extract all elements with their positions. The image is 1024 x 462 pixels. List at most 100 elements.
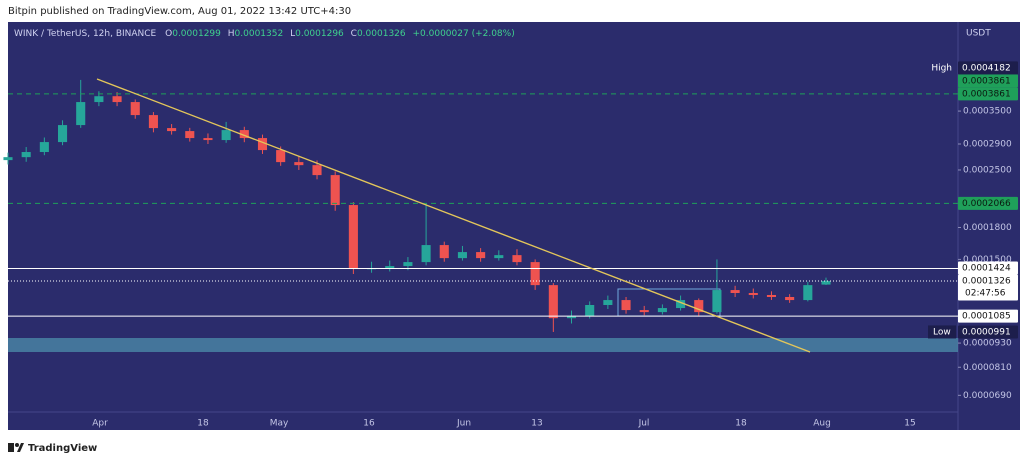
candle-body bbox=[76, 102, 86, 126]
candle-body bbox=[457, 252, 467, 259]
legend-value: 0.0001352 bbox=[235, 29, 284, 39]
candle-body bbox=[821, 280, 831, 285]
logo-dot bbox=[15, 443, 19, 447]
x-tick-label: Aug bbox=[813, 419, 831, 429]
marker-tag: Low bbox=[933, 327, 951, 337]
candle-body bbox=[585, 304, 595, 317]
y-tick-label: 0.0000690 bbox=[963, 391, 1012, 401]
candle-body bbox=[730, 290, 740, 293]
logo-bar bbox=[8, 443, 14, 452]
countdown-label: 02:47:56 bbox=[965, 288, 1006, 298]
candle-body bbox=[348, 205, 358, 269]
price-label: 0.0002066 bbox=[962, 199, 1011, 209]
legend-value: 0.0001326 bbox=[357, 29, 406, 39]
footer-brand: TradingView bbox=[28, 443, 97, 454]
support-zone bbox=[8, 338, 958, 352]
candle-body bbox=[512, 255, 522, 263]
publish-header: Bitpin published on TradingView.com, Aug… bbox=[8, 6, 351, 17]
candle-body bbox=[639, 310, 649, 313]
candle-body bbox=[39, 142, 49, 153]
candle-body bbox=[257, 138, 268, 151]
price-label-box bbox=[958, 274, 1018, 301]
candle-body bbox=[276, 150, 286, 163]
candle-body bbox=[566, 316, 577, 319]
candle-body bbox=[748, 292, 758, 295]
x-tick-label: Jun bbox=[456, 419, 471, 429]
candle-body bbox=[148, 115, 158, 129]
legend-symbol: WINK / TetherUS, 12h, BINANCE bbox=[14, 29, 157, 39]
candle-body bbox=[421, 245, 431, 263]
y-tick-label: 0.0002500 bbox=[963, 165, 1012, 175]
candle-body bbox=[94, 96, 104, 103]
legend-value: 0.0001296 bbox=[295, 29, 344, 39]
x-tick-label: 18 bbox=[735, 419, 747, 429]
tradingview-logo bbox=[8, 443, 24, 452]
x-tick-label: May bbox=[270, 419, 289, 429]
currency-label: USDT bbox=[966, 29, 991, 39]
legend-change: +0.0000027 (+2.08%) bbox=[413, 29, 515, 39]
candle-body bbox=[785, 297, 795, 301]
candle-body bbox=[494, 255, 504, 259]
candle-body bbox=[385, 266, 395, 269]
price-label: 0.0004182 bbox=[962, 63, 1011, 73]
y-tick-label: 0.0002900 bbox=[963, 139, 1012, 149]
chart-background bbox=[8, 22, 1020, 430]
y-tick-label: 0.0003500 bbox=[963, 107, 1012, 117]
price-label-box bbox=[958, 196, 1018, 210]
marker-tag: High bbox=[931, 63, 952, 73]
x-tick-label: Apr bbox=[92, 419, 108, 429]
legend-key: C bbox=[351, 29, 357, 39]
candle-body bbox=[621, 300, 631, 311]
logo-slash bbox=[17, 443, 24, 452]
price-label: 0.0001085 bbox=[962, 312, 1011, 322]
price-label: 0.0003861 bbox=[962, 76, 1011, 86]
x-tick-label: 15 bbox=[904, 419, 915, 429]
price-label: 0.0001326 bbox=[962, 276, 1011, 286]
candle-body bbox=[312, 165, 322, 176]
price-label: 0.0000991 bbox=[962, 327, 1011, 337]
candle-body bbox=[3, 157, 13, 161]
x-tick-label: 16 bbox=[363, 419, 375, 429]
price-label-box bbox=[958, 87, 1018, 101]
candle-body bbox=[239, 130, 249, 139]
candle-body bbox=[294, 162, 304, 166]
candle-body bbox=[476, 252, 486, 259]
legend-key: H bbox=[228, 29, 235, 39]
marker-tag-box bbox=[928, 325, 956, 339]
y-tick-label: 0.0001500 bbox=[963, 255, 1012, 265]
candle-body bbox=[167, 128, 177, 132]
price-label: 0.0003861 bbox=[962, 89, 1011, 99]
candle-body bbox=[57, 125, 68, 143]
y-tick-label: 0.0000930 bbox=[963, 339, 1012, 349]
candle-body bbox=[766, 294, 777, 298]
y-tick-label: 0.0001800 bbox=[963, 223, 1012, 233]
candle-body bbox=[185, 131, 195, 139]
price-label-box bbox=[958, 325, 1018, 339]
candle-body bbox=[803, 285, 813, 301]
candle-body bbox=[603, 300, 613, 305]
candle-body bbox=[694, 300, 704, 313]
price-label-box bbox=[958, 74, 1018, 88]
price-label-box bbox=[958, 261, 1018, 275]
candle-body bbox=[530, 262, 540, 286]
candle-body bbox=[712, 290, 722, 313]
legend-key: L bbox=[290, 29, 295, 39]
legend-value: 0.0001299 bbox=[172, 29, 221, 39]
candle-body bbox=[330, 175, 340, 206]
legend: WINK / TetherUS, 12h, BINANCE O0.0001299… bbox=[14, 29, 515, 39]
candle-body bbox=[130, 102, 140, 116]
price-label: 0.0001424 bbox=[962, 263, 1011, 273]
price-label-box bbox=[958, 61, 1018, 75]
candle-body bbox=[21, 152, 31, 158]
candle-body bbox=[221, 130, 231, 141]
legend-key: O bbox=[165, 29, 172, 39]
trend-line bbox=[96, 78, 811, 353]
x-tick-label: 13 bbox=[531, 419, 542, 429]
candle-body bbox=[657, 308, 667, 313]
x-tick-label: 18 bbox=[197, 419, 209, 429]
candle-body bbox=[676, 300, 686, 309]
candle-body bbox=[403, 262, 413, 267]
candle-body bbox=[112, 96, 122, 103]
y-tick-label: 0.0000810 bbox=[963, 363, 1012, 373]
